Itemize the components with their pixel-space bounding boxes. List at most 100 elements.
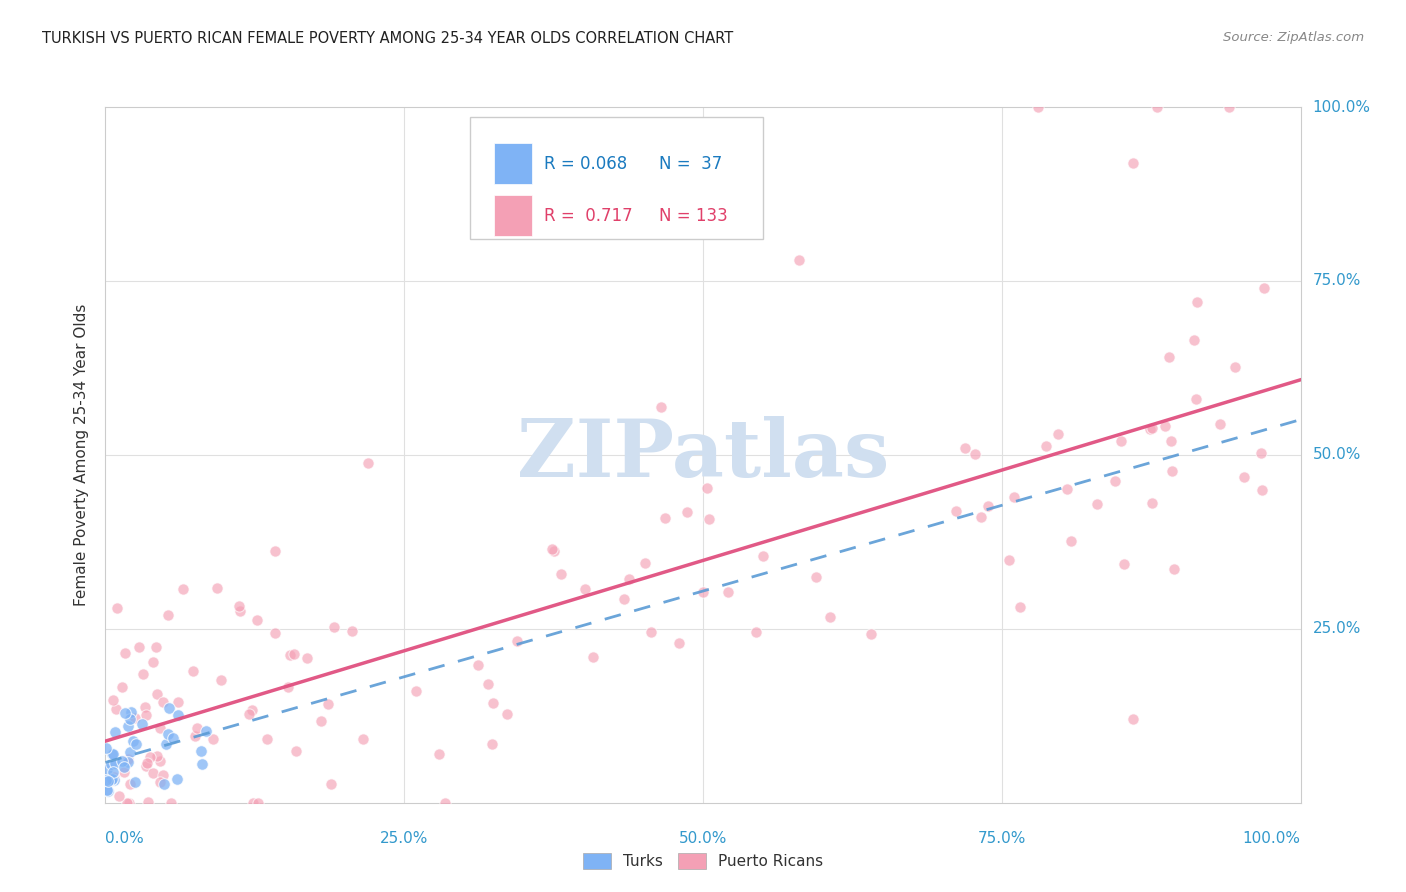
Point — [166, 772, 188, 786]
Point — [1218, 100, 1240, 114]
Point — [356, 456, 378, 470]
Point — [1233, 470, 1256, 484]
Point — [309, 714, 332, 728]
Point — [205, 581, 228, 595]
Point — [1085, 497, 1108, 511]
Point — [745, 625, 768, 640]
Point — [146, 687, 169, 701]
Point — [640, 624, 662, 639]
Point — [787, 253, 810, 268]
Point — [155, 738, 177, 752]
Point — [692, 585, 714, 599]
Point — [96, 740, 118, 755]
Point — [675, 505, 697, 519]
Point — [1163, 562, 1185, 576]
Point — [238, 707, 260, 722]
Point — [506, 634, 529, 648]
Point — [112, 760, 135, 774]
Point — [543, 544, 565, 558]
Text: 0.0%: 0.0% — [105, 830, 145, 846]
Text: 100.0%: 100.0% — [1243, 830, 1301, 846]
Point — [120, 777, 142, 791]
Point — [104, 724, 127, 739]
Point — [1139, 422, 1161, 436]
Point — [121, 733, 143, 747]
Point — [477, 677, 499, 691]
Point — [496, 707, 519, 722]
Point — [1122, 155, 1144, 169]
FancyBboxPatch shape — [494, 144, 531, 185]
Point — [121, 705, 143, 719]
Point — [263, 544, 285, 558]
Text: 75.0%: 75.0% — [1313, 274, 1361, 288]
Text: Source: ZipAtlas.com: Source: ZipAtlas.com — [1223, 31, 1364, 45]
Point — [1122, 712, 1144, 726]
Text: 50.0%: 50.0% — [1313, 448, 1361, 462]
Point — [998, 553, 1021, 567]
Point — [100, 772, 122, 786]
Text: N =  37: N = 37 — [659, 155, 723, 173]
Point — [278, 648, 301, 662]
Point — [124, 711, 146, 725]
Point — [167, 708, 190, 723]
Point — [550, 566, 572, 581]
Point — [1114, 558, 1136, 572]
Point — [1187, 295, 1209, 310]
Point — [162, 731, 184, 746]
Point — [149, 774, 172, 789]
Point — [190, 744, 212, 758]
Point — [1250, 446, 1272, 460]
Point — [1008, 600, 1031, 615]
Point — [108, 789, 131, 803]
Point — [752, 549, 775, 564]
FancyBboxPatch shape — [470, 118, 762, 239]
Point — [112, 764, 135, 779]
Point — [1154, 419, 1177, 434]
Point — [613, 592, 636, 607]
Point — [101, 692, 124, 706]
Point — [860, 626, 883, 640]
Point — [201, 731, 224, 746]
Point — [256, 732, 278, 747]
Point — [582, 649, 605, 664]
Text: R = 0.068: R = 0.068 — [544, 155, 627, 173]
Point — [323, 620, 346, 634]
Point — [114, 646, 136, 660]
Point — [149, 755, 172, 769]
Point — [191, 757, 214, 772]
Point — [100, 747, 122, 761]
Point — [134, 700, 156, 714]
Point — [142, 656, 165, 670]
Point — [1104, 474, 1126, 488]
Point — [117, 796, 139, 810]
Point — [138, 750, 160, 764]
Point — [1185, 392, 1208, 407]
Point — [1109, 434, 1132, 448]
Point — [246, 796, 269, 810]
Point — [114, 706, 136, 721]
Point — [945, 504, 967, 518]
Point — [1140, 496, 1163, 510]
Point — [1046, 427, 1069, 442]
Point — [342, 624, 364, 638]
Point — [405, 684, 427, 698]
Point — [481, 737, 503, 751]
Point — [97, 783, 120, 797]
Point — [316, 697, 339, 711]
Point — [96, 762, 118, 776]
Point — [194, 724, 217, 739]
Point — [135, 756, 157, 771]
Point — [228, 599, 250, 613]
Point — [977, 499, 1000, 513]
Point — [963, 447, 986, 461]
Point — [135, 708, 157, 723]
Point — [1253, 281, 1275, 295]
Point — [138, 796, 160, 810]
Point — [427, 747, 450, 761]
Point — [135, 759, 157, 773]
Point — [574, 582, 596, 596]
Point — [118, 712, 141, 726]
Point — [668, 636, 690, 650]
Point — [283, 648, 305, 662]
Point — [128, 640, 150, 654]
